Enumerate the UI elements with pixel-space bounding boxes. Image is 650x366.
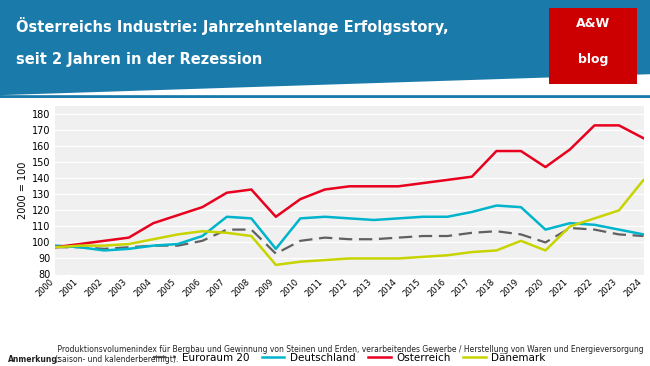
FancyBboxPatch shape (0, 0, 650, 98)
FancyBboxPatch shape (549, 8, 637, 84)
Text: seit 2 Jahren in der Rezession: seit 2 Jahren in der Rezession (16, 52, 263, 67)
Text: Österreichs Industrie: Jahrzehntelange Erfolgsstory,: Österreichs Industrie: Jahrzehntelange E… (16, 17, 449, 35)
Y-axis label: 2000 = 100: 2000 = 100 (18, 162, 28, 219)
Text: Produktionsvolumenindex für Bergbau und Gewinnung von Steinen und Erden, verarbe: Produktionsvolumenindex für Bergbau und … (55, 345, 644, 364)
Polygon shape (0, 74, 650, 95)
Legend: Euroraum 20, Deutschland, Österreich, Dänemark: Euroraum 20, Deutschland, Österreich, Dä… (150, 348, 549, 366)
Text: blog: blog (578, 53, 608, 66)
Text: A&W: A&W (576, 17, 610, 30)
Text: Anmerkung:: Anmerkung: (8, 355, 62, 364)
